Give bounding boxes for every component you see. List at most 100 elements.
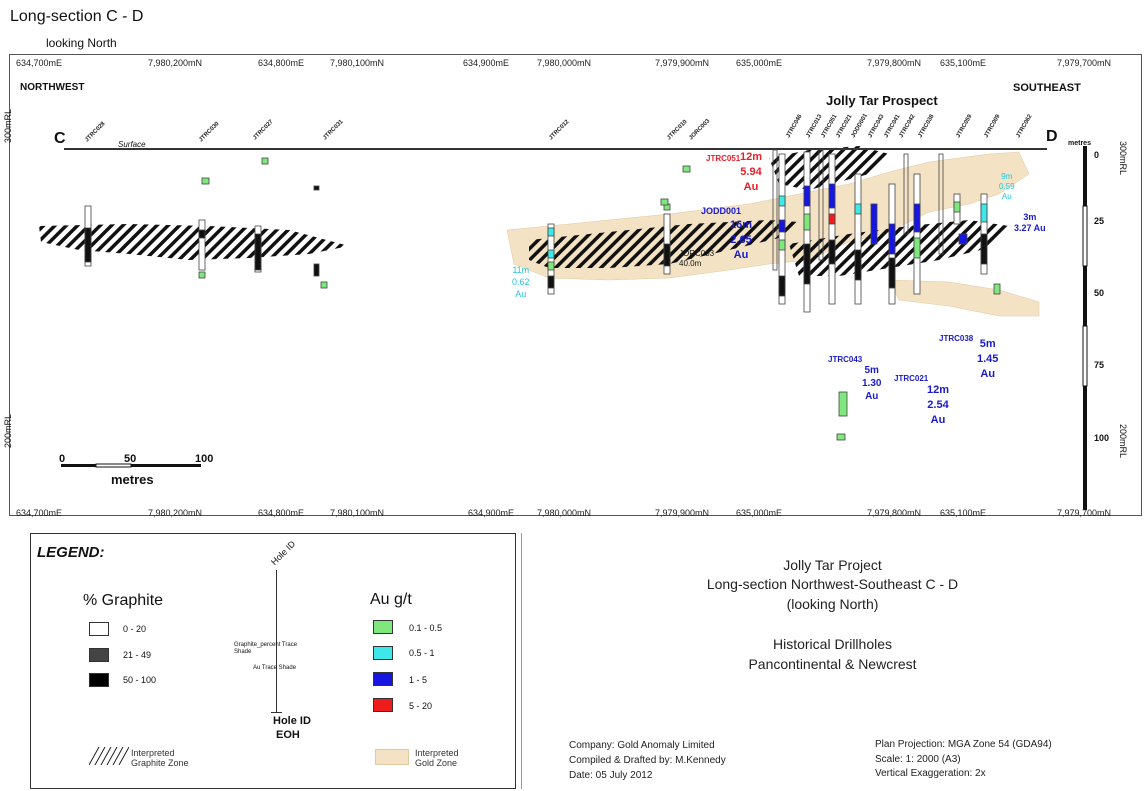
coord-label: 634,800mE	[258, 508, 305, 518]
graphite-legend-title: % Graphite	[83, 592, 164, 609]
compiled-label: Compiled & Drafted by: M.Kennedy	[569, 755, 726, 766]
intercept-annotation: 5m 1.45 Au	[977, 337, 998, 382]
intercept-line: 5m	[864, 365, 879, 376]
drill-hole-traces	[84, 149, 1001, 441]
intercept-annotation: 9m 0.59 Au	[999, 172, 1015, 202]
coord-label: 635,100mE	[940, 58, 987, 68]
au-legend-title: Au g/t	[370, 591, 412, 608]
coord-label: 7,980,100mN	[330, 508, 385, 518]
svg-text:JTRC031: JTRC031	[322, 119, 345, 142]
coord-label: 634,700mE	[16, 508, 63, 518]
hole-symbol-line	[276, 570, 277, 712]
legend-panel: LEGEND: % Graphite 0 - 20 21 - 49 50 - 1…	[30, 533, 516, 789]
coord-label: 7,979,900mN	[655, 508, 710, 518]
intercept-line: 3.27 Au	[1014, 223, 1046, 233]
intercept-line: Au	[515, 289, 527, 299]
prospect-label: Jolly Tar Prospect	[826, 93, 938, 108]
intercept-annotation: 12m 5.94 Au	[740, 150, 762, 195]
intercept-line: Au	[743, 181, 759, 193]
drillhole-type: Historical Drillholes	[772, 636, 893, 652]
intercept-line: 11m	[512, 265, 530, 275]
coord-label: 634,800mE	[258, 58, 305, 68]
coord-label: 634,700mE	[16, 58, 63, 68]
interp-gold-swatch	[375, 749, 409, 765]
project-name: Jolly Tar Project	[783, 557, 882, 573]
intercept-line: 3m	[1023, 212, 1037, 222]
interpreted-gold-zone	[888, 279, 1040, 317]
svg-text:JTRC062: JTRC062	[1016, 113, 1034, 139]
au-swatch-1	[373, 620, 393, 634]
interpreted-graphite-zone	[39, 224, 349, 260]
northwest-label: NORTHWEST	[20, 82, 85, 93]
hole-id-bottom-label: Hole ID	[273, 715, 311, 727]
svg-text:JODD001: JODD001	[851, 112, 870, 139]
intercept-line: Au	[865, 391, 879, 402]
au-swatch-2	[373, 646, 393, 660]
intercept-line: Au	[733, 249, 749, 261]
title-block: Jolly Tar Project Long-section Northwest…	[521, 533, 1142, 789]
graphite-legend-item: 0 - 20	[123, 624, 147, 634]
au-legend-item: 5 - 20	[409, 701, 433, 711]
intercept-line: 2.54	[927, 399, 949, 411]
coord-label: 634,900mE	[463, 58, 510, 68]
interp-graphite-swatch	[89, 747, 129, 765]
section-d-label: D	[1046, 128, 1058, 145]
graphite-swatch-high	[89, 673, 109, 687]
au-legend-item: 0.1 - 0.5	[409, 623, 443, 633]
section-description: Long-section Northwest-Southeast C - D	[706, 576, 959, 592]
coord-label: 634,900mE	[468, 508, 515, 518]
svg-text:JTRC038: JTRC038	[918, 113, 936, 139]
depth-tick: 25	[1094, 216, 1105, 226]
coord-label: 7,980,200mN	[148, 58, 203, 68]
view-direction: (looking North)	[786, 596, 879, 612]
graphite-legend-item: 21 - 49	[123, 650, 152, 660]
intercept-hole-label: JODD001	[701, 206, 742, 216]
coord-label: 7,980,000mN	[537, 58, 592, 68]
date-label: Date: 05 July 2012	[569, 770, 653, 781]
intercept-line: Au	[980, 368, 996, 380]
intercept-line: 16m	[730, 219, 753, 231]
depth-tick: 0	[1094, 150, 1100, 160]
intercept-annotation: 11m 0.62 Au	[512, 264, 530, 300]
svg-text:JTRC010: JTRC010	[666, 119, 689, 142]
interpreted-graphite-zone	[789, 220, 1009, 276]
rl-200-left: 200mRL	[3, 413, 13, 448]
au-legend-item: 0.5 - 1	[409, 648, 435, 658]
scale-unit: metres	[111, 472, 154, 487]
scale-tick: 100	[195, 453, 214, 465]
intercept-line: 5.94	[740, 166, 762, 178]
svg-text:JTRC027: JTRC027	[252, 119, 275, 142]
long-section-drawing: JTRC028 JTRC030 JTRC027 JTRC031 JTRC012 …	[39, 112, 1088, 510]
hole-label-jorc003: JORC003	[679, 249, 715, 258]
intercept-hole-label: JTRC043	[828, 355, 863, 364]
svg-text:JTRC059: JTRC059	[956, 113, 974, 139]
southeast-label: SOUTHEAST	[1013, 82, 1081, 94]
intercept-line: 2.65	[730, 234, 752, 246]
svg-text:JORC003: JORC003	[688, 118, 712, 142]
graphite-swatch-low	[89, 622, 109, 636]
graphite-swatch-mid	[89, 648, 109, 662]
graphite-trace-label: Graphite_percent Trace Shade	[234, 642, 298, 655]
svg-text:JTRC009: JTRC009	[984, 113, 1002, 139]
coord-label: 7,979,800mN	[867, 58, 922, 68]
interp-gold-label: Interpreted Gold Zone	[415, 748, 459, 768]
intercept-annotation: 3m 3.27 Au	[1014, 212, 1046, 234]
surface-label: Surface	[118, 140, 146, 149]
scale-label: Scale: 1: 2000 (A3)	[875, 754, 961, 765]
svg-text:JTRC030: JTRC030	[198, 121, 221, 144]
coord-label: 635,000mE	[736, 58, 783, 68]
coord-label: 7,980,100mN	[330, 58, 385, 68]
graphite-legend-item: 50 - 100	[123, 675, 157, 685]
company-label: Company: Gold Anomaly Limited	[569, 740, 715, 751]
depth-tick: 50	[1094, 288, 1105, 298]
hole-id-top-label: Hole ID	[269, 538, 298, 568]
svg-text:JTRC028: JTRC028	[84, 121, 107, 144]
intercept-hole-label: JTRC038	[939, 334, 974, 343]
scale-tick: 0	[59, 453, 66, 465]
rl-300-right: 300mRL	[1118, 141, 1128, 176]
depth-tick: 100	[1094, 433, 1110, 443]
intercept-line: 0.59	[999, 182, 1015, 191]
interp-graphite-label: Interpreted Graphite Zone	[131, 748, 189, 768]
intercept-hole-label: JTRC051	[706, 154, 741, 163]
svg-text:JTRC046: JTRC046	[786, 113, 804, 139]
